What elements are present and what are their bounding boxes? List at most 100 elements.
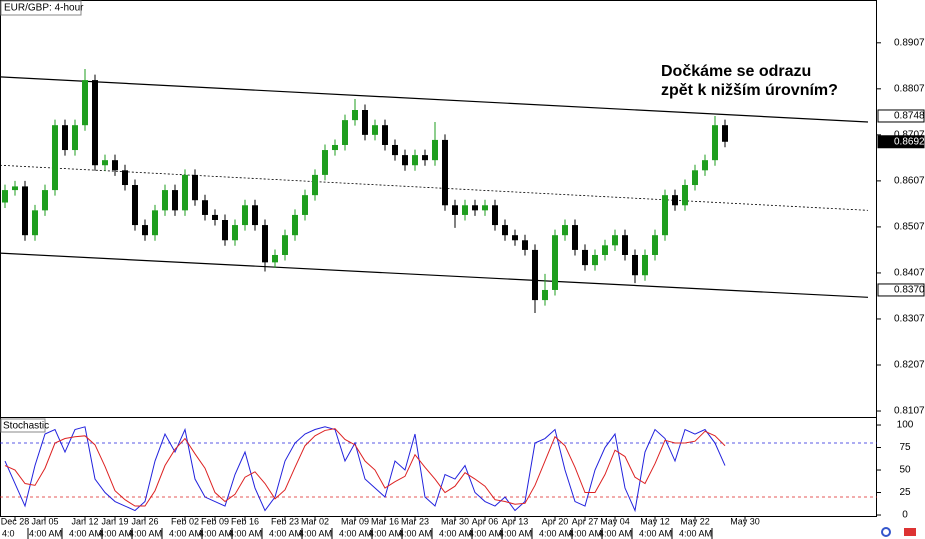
candle-body [12,186,18,191]
stochastic-line [4,428,726,507]
candle-body [572,225,578,250]
y-tick-label: 50 [899,465,911,476]
candle-body [492,205,498,226]
candle-body [462,205,468,215]
candle-body [92,80,98,166]
candle-body [42,190,48,211]
candle-body [112,160,118,171]
time-label: 4:00 AM [269,528,302,538]
y-tick-label: 75 [899,442,911,453]
candle-body [242,205,248,226]
candle-body [672,195,678,206]
time-label: 4:00 AM [99,528,132,538]
candle-body [512,235,518,241]
candle-body [482,205,488,211]
trendline [0,252,869,298]
x-tick-label: Jan 19 [101,516,128,526]
x-tick-label: Apr 06 [472,516,499,526]
candle-body [552,235,558,290]
price-label: 0.8692 [894,136,925,147]
candle-body [302,195,308,215]
candle-body [212,214,218,221]
candle-body [502,225,508,236]
price-label: 0.8748 [894,111,925,122]
title-box [0,0,82,16]
icon[interactable] [881,527,891,537]
x-tick-label: Jan 26 [131,516,158,526]
candle-body [362,110,368,135]
candle-body [352,110,358,121]
candle-body [322,150,328,175]
candle-body [592,254,598,266]
candle-body [522,240,528,250]
stochastic-line [4,426,726,513]
x-tick-label: May 22 [680,516,710,526]
time-label: 4:00 AM [299,528,332,538]
y-tick-label: 0.8807 [894,83,925,94]
time-label: 4:00 AM [639,528,672,538]
candle-body [622,235,628,255]
x-tick-label: Feb 09 [201,516,229,526]
x-tick-label: May 04 [600,516,630,526]
candle-body [162,190,168,211]
candle-body [422,155,428,161]
candle-body [102,160,108,166]
time-label: 4:00 AM [499,528,532,538]
icon[interactable] [904,528,916,536]
time-label: 4:00 AM [339,528,372,538]
x-tick-label: Mar 23 [401,516,429,526]
time-label: 4:00 AM [599,528,632,538]
candle-body [402,155,408,166]
y-tick-label: 0.8107 [894,406,925,417]
candle-body [562,225,568,236]
candle-body [282,235,288,255]
x-tick-label: Jan 12 [71,516,98,526]
annotation: Dočkáme se odrazu [661,63,811,80]
x-tick-label: Mar 09 [341,516,369,526]
candle-body [122,170,128,186]
y-tick-label: 0 [902,510,908,521]
x-tick-label: Mar 16 [371,516,399,526]
candle-body [342,120,348,145]
time-label: 4:00 AM [539,528,572,538]
candle-body [442,139,448,206]
candle-body [312,174,318,196]
candle-body [712,125,718,161]
time-label: 4:00 AM [129,528,162,538]
candle-body [152,210,158,236]
y-tick-label: 0.8207 [894,360,925,371]
candle-body [472,205,478,211]
candle-body [582,249,588,266]
y-tick-label: 0.8607 [894,176,925,187]
time-label: 4:00 AM [569,528,602,538]
price-label-box [877,109,925,123]
candle-body [632,254,638,276]
time-label: 4:00 AM [169,528,202,538]
price-label-box [877,283,925,297]
x-tick-label: Feb 16 [231,516,259,526]
candle-body [612,235,618,246]
time-label: 4:00 AM [229,528,262,538]
price-label-box [877,135,925,149]
candle-body [32,210,38,236]
candle-body [702,160,708,171]
x-tick-label: Feb 02 [171,516,199,526]
time-label: 4:00 AM [439,528,472,538]
y-tick-label: 25 [899,487,911,498]
indicator-title: Stochastic [3,421,49,432]
candle-body [682,185,688,206]
candle-body [262,225,268,263]
candle-body [272,254,278,263]
plot-frame [0,0,877,517]
candle-body [182,174,188,211]
annotation: zpět k nižším úrovním? [661,82,838,99]
candle-body [652,235,658,255]
candle-body [222,220,228,241]
candle-body [432,139,438,161]
x-tick-label: Dec 28 [1,516,30,526]
x-tick-label: Jan 05 [31,516,58,526]
price-label: 0.8370 [894,285,925,296]
candle-body [382,125,388,145]
x-tick-label: Apr 27 [572,516,599,526]
candle-body [22,186,28,236]
